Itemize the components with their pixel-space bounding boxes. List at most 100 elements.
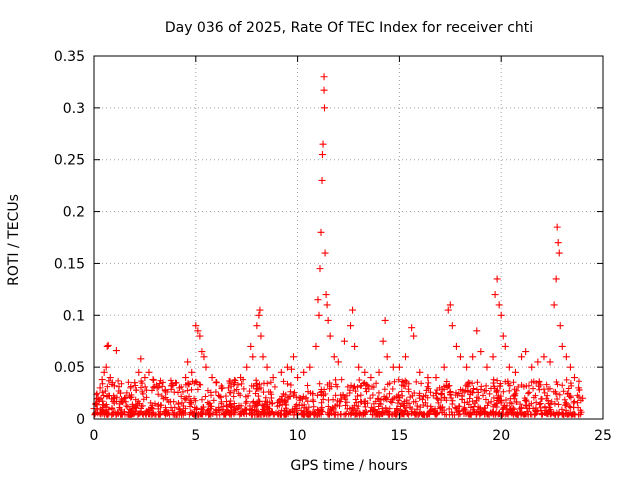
band-marker (559, 382, 566, 389)
band-marker (521, 410, 528, 417)
band-marker (316, 380, 323, 387)
band-marker (363, 388, 370, 395)
data-point (522, 348, 530, 356)
data-point (230, 379, 238, 387)
band-marker (558, 406, 565, 413)
data-point (477, 348, 485, 356)
band-marker (342, 402, 349, 409)
band-marker (197, 381, 204, 388)
band-marker (241, 406, 248, 413)
band-marker (414, 403, 421, 410)
band-marker (449, 397, 456, 404)
band-marker (182, 405, 189, 412)
band-marker (394, 407, 401, 414)
band-marker (487, 385, 494, 392)
band-marker (533, 399, 540, 406)
data-point (256, 306, 264, 314)
band-marker (207, 410, 214, 417)
band-marker (352, 388, 359, 395)
data-point (247, 342, 255, 350)
data-point (553, 223, 561, 231)
data-point (320, 104, 328, 112)
band-marker (282, 399, 289, 406)
y-tick-label: 0.1 (63, 308, 85, 324)
data-point (100, 368, 108, 376)
data-point (440, 363, 448, 371)
band-marker (354, 384, 361, 391)
band-marker (427, 403, 434, 410)
data-point (283, 363, 291, 371)
band-marker (430, 392, 437, 399)
data-point (361, 368, 369, 376)
band-marker (133, 404, 140, 411)
data-point (501, 342, 509, 350)
band-marker (518, 404, 525, 411)
data-point (316, 265, 324, 273)
band-marker (522, 402, 529, 409)
band-marker (344, 383, 351, 390)
band-marker (250, 383, 257, 390)
band-marker (515, 383, 522, 390)
data-point (497, 311, 505, 319)
band-marker (386, 390, 393, 397)
band-marker (287, 381, 294, 388)
band-marker (326, 380, 333, 387)
band-marker (318, 386, 325, 393)
band-marker (469, 389, 476, 396)
band-marker (252, 400, 259, 407)
band-marker (150, 384, 157, 391)
band-marker (357, 392, 364, 399)
data-point (314, 296, 322, 304)
band-marker (409, 405, 416, 412)
data-point (287, 365, 295, 373)
band-marker (169, 407, 176, 414)
band-marker (470, 385, 477, 392)
band-marker (543, 381, 550, 388)
band-marker (513, 398, 520, 405)
band-marker (178, 393, 185, 400)
band-marker (480, 392, 487, 399)
band-marker (462, 387, 469, 394)
band-marker (256, 381, 263, 388)
band-marker (358, 382, 365, 389)
data-point (315, 311, 323, 319)
band-marker (266, 399, 273, 406)
band-marker (255, 408, 262, 415)
band-marker (337, 411, 344, 418)
band-marker (570, 404, 577, 411)
band-marker (401, 398, 408, 405)
band-marker (553, 409, 560, 416)
data-point (534, 358, 542, 366)
band-marker (186, 381, 193, 388)
band-marker (196, 381, 203, 388)
band-marker (389, 386, 396, 393)
data-point (554, 239, 562, 247)
band-marker (348, 382, 355, 389)
band-marker (332, 381, 339, 388)
band-marker (435, 399, 442, 406)
band-marker (329, 404, 336, 411)
band-marker (343, 399, 350, 406)
band-marker (119, 399, 126, 406)
band-marker (175, 400, 182, 407)
band-marker (535, 383, 542, 390)
band-marker (259, 406, 266, 413)
band-marker (123, 389, 130, 396)
data-point (176, 384, 184, 392)
band-marker (304, 398, 311, 405)
band-marker (437, 405, 444, 412)
band-marker (213, 411, 220, 418)
band-marker (306, 411, 313, 418)
band-marker (361, 379, 368, 386)
band-marker (536, 401, 543, 408)
band-marker (563, 407, 570, 414)
band-marker (405, 388, 412, 395)
data-point (116, 389, 124, 397)
data-point (452, 342, 460, 350)
data-point (552, 275, 560, 283)
band-marker (246, 403, 253, 410)
band-marker (155, 403, 162, 410)
band-marker (475, 389, 482, 396)
band-marker (383, 396, 390, 403)
data-point (102, 363, 110, 371)
